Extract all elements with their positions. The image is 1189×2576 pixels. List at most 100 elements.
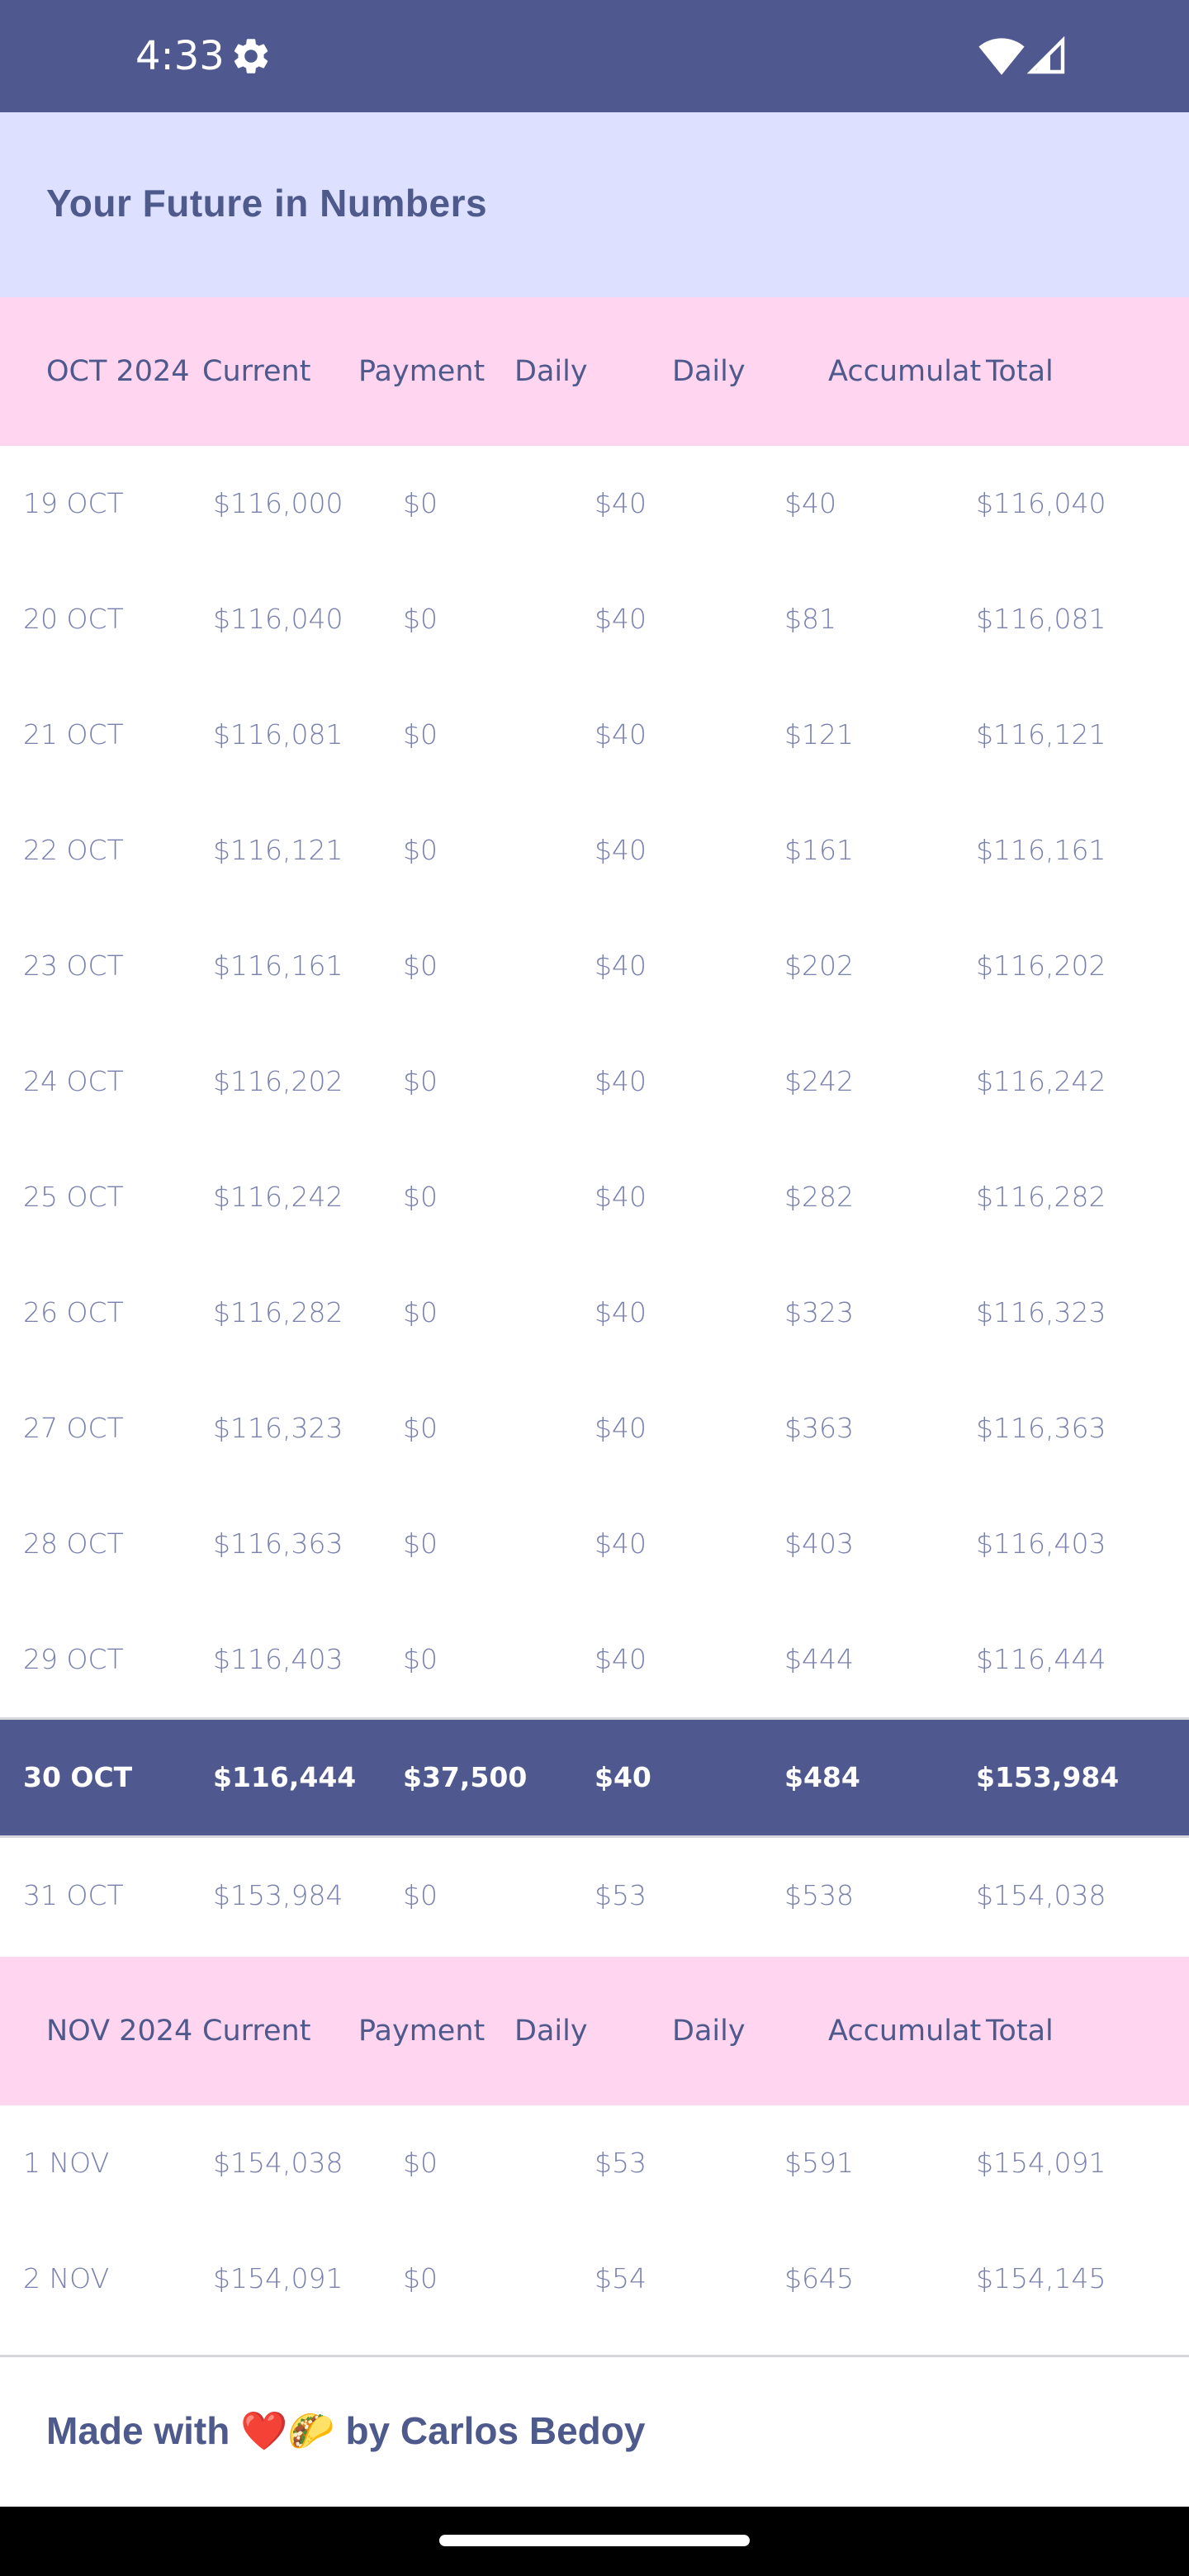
cell-total: $116,444 [976, 1643, 1106, 1675]
header-current: Current [202, 2015, 311, 2048]
cell-accumulated: $403 [784, 1527, 854, 1560]
cell-accumulated: $444 [784, 1643, 854, 1675]
table-row-highlighted[interactable]: 30 OCT $116,444 $37,500 $40 $484 $153,98… [0, 1720, 1189, 1835]
table-row[interactable]: 2 NOV $154,091 $0 $54 $645 $154,145 [0, 2221, 1189, 2337]
cell-accumulated: $591 [784, 2147, 854, 2179]
home-indicator[interactable] [439, 2535, 750, 2546]
cell-payment: $0 [403, 1412, 438, 1444]
cell-signal-icon [1027, 36, 1065, 74]
cell-daily: $40 [594, 1643, 647, 1675]
cell-payment: $0 [403, 603, 438, 635]
table-row[interactable]: 22 OCT $116,121 $0 $40 $161 $116,161 [0, 793, 1189, 908]
cell-accumulated: $81 [784, 603, 836, 635]
cell-accumulated: $161 [784, 834, 854, 866]
header-month: NOV 2024 [46, 2015, 193, 2048]
table-row[interactable]: 31 OCT $153,984 $0 $53 $538 $154,038 [0, 1838, 1189, 1953]
cell-accumulated: $40 [784, 487, 836, 519]
table-row[interactable]: 21 OCT $116,081 $0 $40 $121 $116,121 [0, 677, 1189, 793]
cell-daily: $40 [594, 487, 647, 519]
cell-payment: $37,500 [403, 1761, 528, 1793]
cell-current: $116,081 [213, 718, 343, 751]
cell-payment: $0 [403, 2262, 438, 2294]
header-daily: Daily [514, 355, 588, 388]
cell-current: $116,363 [213, 1527, 343, 1560]
table-row[interactable]: 1 NOV $154,038 $0 $53 $591 $154,091 [0, 2105, 1189, 2221]
cell-daily: $40 [594, 834, 647, 866]
table-row[interactable]: 27 OCT $116,323 $0 $40 $363 $116,363 [0, 1371, 1189, 1486]
cell-daily: $40 [594, 949, 647, 982]
cell-daily: $40 [594, 718, 647, 751]
cell-payment: $0 [403, 1296, 438, 1328]
cell-date: 25 OCT [23, 1181, 124, 1213]
cell-current: $116,242 [213, 1181, 343, 1213]
cell-date: 28 OCT [23, 1527, 124, 1560]
cell-current: $116,202 [213, 1065, 343, 1097]
header-accumulated: Accumulat [828, 2015, 982, 2048]
cell-date: 29 OCT [23, 1643, 124, 1675]
header-total: Total [986, 2015, 1054, 2048]
cell-daily: $53 [594, 1879, 647, 1911]
header-payment: Payment [358, 2015, 486, 2048]
cell-current: $116,444 [213, 1761, 357, 1793]
cell-current: $116,403 [213, 1643, 343, 1675]
cell-date: 26 OCT [23, 1296, 124, 1328]
cell-daily: $40 [594, 1296, 647, 1328]
cell-payment: $0 [403, 487, 438, 519]
gear-icon [234, 39, 268, 73]
cell-current: $154,038 [213, 2147, 343, 2179]
cell-date: 19 OCT [23, 487, 124, 519]
cell-payment: $0 [403, 949, 438, 982]
cell-total: $154,091 [976, 2147, 1106, 2179]
cell-daily: $40 [594, 1412, 647, 1444]
cell-total: $154,145 [976, 2262, 1106, 2294]
cell-date: 27 OCT [23, 1412, 124, 1444]
cell-payment: $0 [403, 1181, 438, 1213]
cell-payment: $0 [403, 1643, 438, 1675]
cell-date: 22 OCT [23, 834, 124, 866]
cell-accumulated: $363 [784, 1412, 854, 1444]
cell-date: 20 OCT [23, 603, 124, 635]
cell-total: $116,161 [976, 834, 1106, 866]
table-row[interactable]: 29 OCT $116,403 $0 $40 $444 $116,444 [0, 1602, 1189, 1717]
cell-current: $116,323 [213, 1412, 343, 1444]
cell-total: $154,038 [976, 1879, 1106, 1911]
header-accumulated: Accumulat [828, 355, 982, 388]
cell-total: $116,403 [976, 1527, 1106, 1560]
table-row[interactable]: 19 OCT $116,000 $0 $40 $40 $116,040 [0, 446, 1189, 561]
cell-payment: $0 [403, 1879, 438, 1911]
cell-total: $116,121 [976, 718, 1106, 751]
cell-daily: $40 [594, 1527, 647, 1560]
cell-current: $153,984 [213, 1879, 343, 1911]
cell-daily: $53 [594, 2147, 647, 2179]
cell-total: $116,282 [976, 1181, 1106, 1213]
cell-date: 21 OCT [23, 718, 124, 751]
divider [0, 2355, 1189, 2357]
table-row[interactable]: 24 OCT $116,202 $0 $40 $242 $116,242 [0, 1024, 1189, 1139]
table-row[interactable]: 28 OCT $116,363 $0 $40 $403 $116,403 [0, 1486, 1189, 1602]
table-row[interactable]: 25 OCT $116,242 $0 $40 $282 $116,282 [0, 1139, 1189, 1255]
cell-daily: $40 [594, 1065, 647, 1097]
header-daily-accumulated: Daily [672, 355, 746, 388]
app-title: Your Future in Numbers [46, 182, 488, 225]
cell-payment: $0 [403, 1527, 438, 1560]
cell-date: 2 NOV [23, 2262, 110, 2294]
cell-accumulated: $323 [784, 1296, 854, 1328]
table-row[interactable]: 26 OCT $116,282 $0 $40 $323 $116,323 [0, 1255, 1189, 1371]
header-month: OCT 2024 [46, 355, 190, 388]
cell-daily: $40 [594, 1761, 651, 1793]
cell-current: $116,121 [213, 834, 343, 866]
footer: Made with ❤️🌮 by Carlos Bedoy [0, 2358, 1189, 2507]
divider [0, 1835, 1189, 1838]
header-payment: Payment [358, 355, 486, 388]
table-row[interactable]: 23 OCT $116,161 $0 $40 $202 $116,202 [0, 908, 1189, 1024]
cell-accumulated: $645 [784, 2262, 854, 2294]
month-header-nov: NOV 2024 Current Payment Daily Daily Acc… [0, 1957, 1189, 2105]
cell-date: 31 OCT [23, 1879, 124, 1911]
cell-accumulated: $121 [784, 718, 854, 751]
cell-total: $116,363 [976, 1412, 1106, 1444]
cell-total: $116,040 [976, 487, 1106, 519]
cell-daily: $40 [594, 1181, 647, 1213]
table-row[interactable]: 20 OCT $116,040 $0 $40 $81 $116,081 [0, 561, 1189, 677]
cell-current: $116,161 [213, 949, 343, 982]
status-time: 4:33 [135, 33, 225, 79]
